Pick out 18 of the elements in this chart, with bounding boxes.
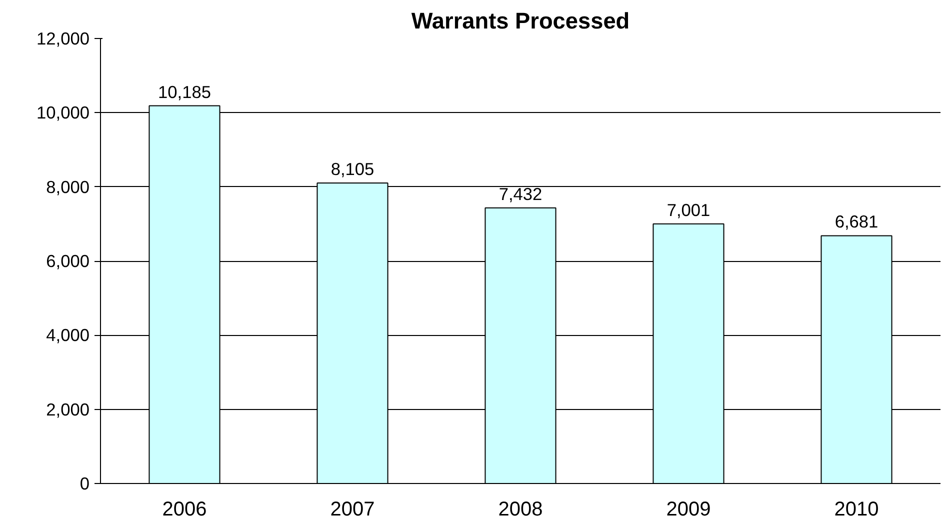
data-label: 7,432 [498,184,542,204]
data-label: 6,681 [834,212,878,232]
x-tick-label: 2009 [666,498,711,518]
y-tick-label: 4,000 [46,325,90,346]
x-tick-label: 2010 [834,498,879,518]
x-tick-label: 2008 [498,498,543,518]
y-tick-label: 2,000 [46,399,90,420]
data-label: 8,105 [330,158,374,179]
x-tick-label: 2007 [330,498,375,518]
y-tick-label: 12,000 [36,28,90,48]
y-tick-label: 8,000 [46,176,90,197]
data-label: 7,001 [666,200,710,220]
chart-title: Warrants Processed [411,8,630,34]
y-tick-label: 10,000 [36,102,90,123]
y-tick-label: 6,000 [46,251,90,271]
y-tick-label: 0 [80,474,90,494]
data-label: 10,185 [158,82,211,102]
x-tick-label: 2006 [162,498,207,518]
